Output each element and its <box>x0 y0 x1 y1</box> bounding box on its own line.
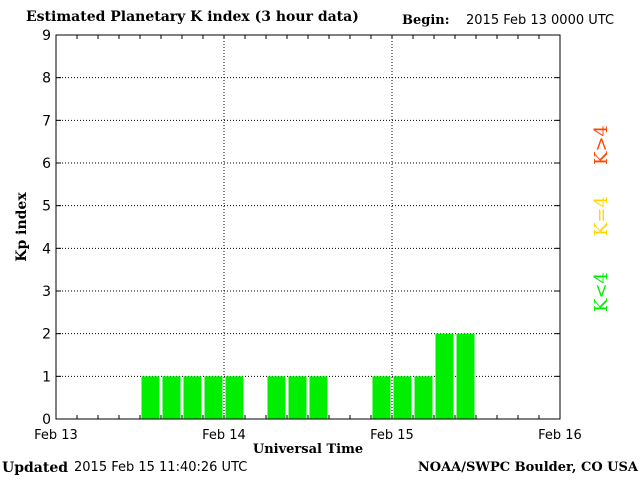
kp-bar <box>372 376 391 419</box>
y-tick-label: 7 <box>42 113 51 129</box>
y-tick-label: 0 <box>42 412 51 428</box>
y-tick-label: 5 <box>42 199 51 215</box>
kp-bar <box>204 376 223 419</box>
x-tick-label: Feb 13 <box>34 428 78 443</box>
grid-lines <box>56 35 560 419</box>
y-tick-label: 9 <box>42 28 51 44</box>
credit-text: NOAA/SWPC Boulder, CO USA <box>417 460 638 475</box>
y-tick-label: 1 <box>42 369 51 385</box>
y-axis-label: Kp index <box>14 192 30 262</box>
x-tick-label: Feb 15 <box>370 428 414 443</box>
x-axis-label: Universal Time <box>253 442 363 457</box>
chart-title: Estimated Planetary K index (3 hour data… <box>26 9 359 25</box>
y-tick-label: 4 <box>42 241 51 257</box>
legend: K<4 K=4 K>4 <box>591 125 612 312</box>
kp-bar <box>267 376 286 419</box>
updated-label: Updated <box>2 460 69 476</box>
x-tick-label: Feb 14 <box>202 428 246 443</box>
kp-bar <box>162 376 181 419</box>
y-tick-label: 2 <box>42 327 51 343</box>
begin-date: 2015 Feb 13 0000 UTC <box>466 13 615 28</box>
legend-item: K=4 <box>591 196 612 236</box>
kp-bar <box>141 376 160 419</box>
y-tick-label: 6 <box>42 156 51 172</box>
legend-item: K<4 <box>591 272 612 312</box>
updated-timestamp: 2015 Feb 15 11:40:26 UTC <box>74 460 248 475</box>
kp-bar <box>309 376 328 419</box>
kp-bar <box>393 376 412 419</box>
begin-label: Begin: <box>402 13 450 28</box>
y-axis-ticks: 0 1 2 3 4 5 6 7 8 9 <box>42 28 560 428</box>
x-tick-label: Feb 16 <box>538 428 582 443</box>
kp-bar <box>183 376 202 419</box>
kp-bar <box>414 376 433 419</box>
y-tick-label: 8 <box>42 71 51 87</box>
x-axis-ticks: Feb 13 Feb 14 Feb 15 Feb 16 <box>34 35 582 443</box>
kp-bar <box>435 333 454 419</box>
y-tick-label: 3 <box>42 284 51 300</box>
kp-bar <box>225 376 244 419</box>
legend-item: K>4 <box>591 125 612 165</box>
bars <box>141 333 475 419</box>
kp-bar <box>456 333 475 419</box>
plot-frame <box>55 34 561 420</box>
kp-bar <box>288 376 307 419</box>
